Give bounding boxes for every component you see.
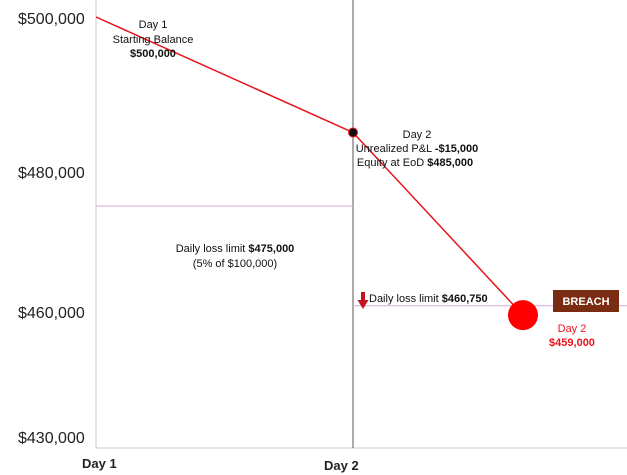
svg-text:Daily loss limit $475,000: Daily loss limit $475,000: [176, 243, 295, 255]
svg-text:Starting Balance: Starting Balance: [113, 34, 194, 46]
x-tick-label: Day 1: [82, 456, 117, 471]
y-tick-label: $460,000: [18, 305, 85, 322]
x-tick-label: Day 2: [324, 458, 359, 473]
limit2-value: $460,750: [442, 293, 488, 305]
day1-value: $500,000: [130, 48, 176, 60]
svg-text:$459,000: $459,000: [549, 337, 595, 349]
svg-text:Day 2: Day 2: [403, 129, 432, 141]
day1-subtitle: Starting Balance: [113, 34, 194, 46]
breach-value: $459,000: [549, 337, 595, 349]
svg-text:Day 1: Day 1: [139, 19, 168, 31]
y-tick-label: $500,000: [18, 11, 85, 28]
day1-title: Day 1: [139, 19, 168, 31]
svg-text:Daily loss limit $460,750: Daily loss limit $460,750: [369, 293, 488, 305]
y-tick-label: $430,000: [18, 430, 85, 447]
limit1-label: Daily loss limit: [176, 243, 249, 255]
breach-day-label: Day 2: [558, 323, 587, 335]
y-tick-label: $480,000: [18, 165, 85, 182]
down-arrow-icon: [357, 292, 369, 309]
svg-text:Equity at EoD $485,000: Equity at EoD $485,000: [357, 157, 473, 169]
limit1-note: (5% of $100,000): [193, 258, 277, 270]
svg-text:BREACH: BREACH: [562, 296, 609, 308]
svg-text:Day 2: Day 2: [558, 323, 587, 335]
day2-equity-value: $485,000: [427, 157, 473, 169]
breach-badge: [553, 290, 619, 312]
day2-title: Day 2: [403, 129, 432, 141]
limit2-label: Daily loss limit: [369, 293, 442, 305]
day2-pnl-label: Unrealized P&L: [356, 143, 435, 155]
svg-text:$500,000: $500,000: [130, 48, 176, 60]
breach-badge-label: BREACH: [562, 296, 609, 308]
svg-text:Unrealized P&L -$15,000: Unrealized P&L -$15,000: [356, 143, 479, 155]
day2-equity-label: Equity at EoD: [357, 157, 427, 169]
day2-equity-point: [348, 127, 358, 138]
day2-pnl-value: -$15,000: [435, 143, 478, 155]
limit1-value: $475,000: [248, 243, 294, 255]
svg-text:(5% of $100,000): (5% of $100,000): [193, 258, 277, 270]
breach-point: [508, 300, 538, 331]
